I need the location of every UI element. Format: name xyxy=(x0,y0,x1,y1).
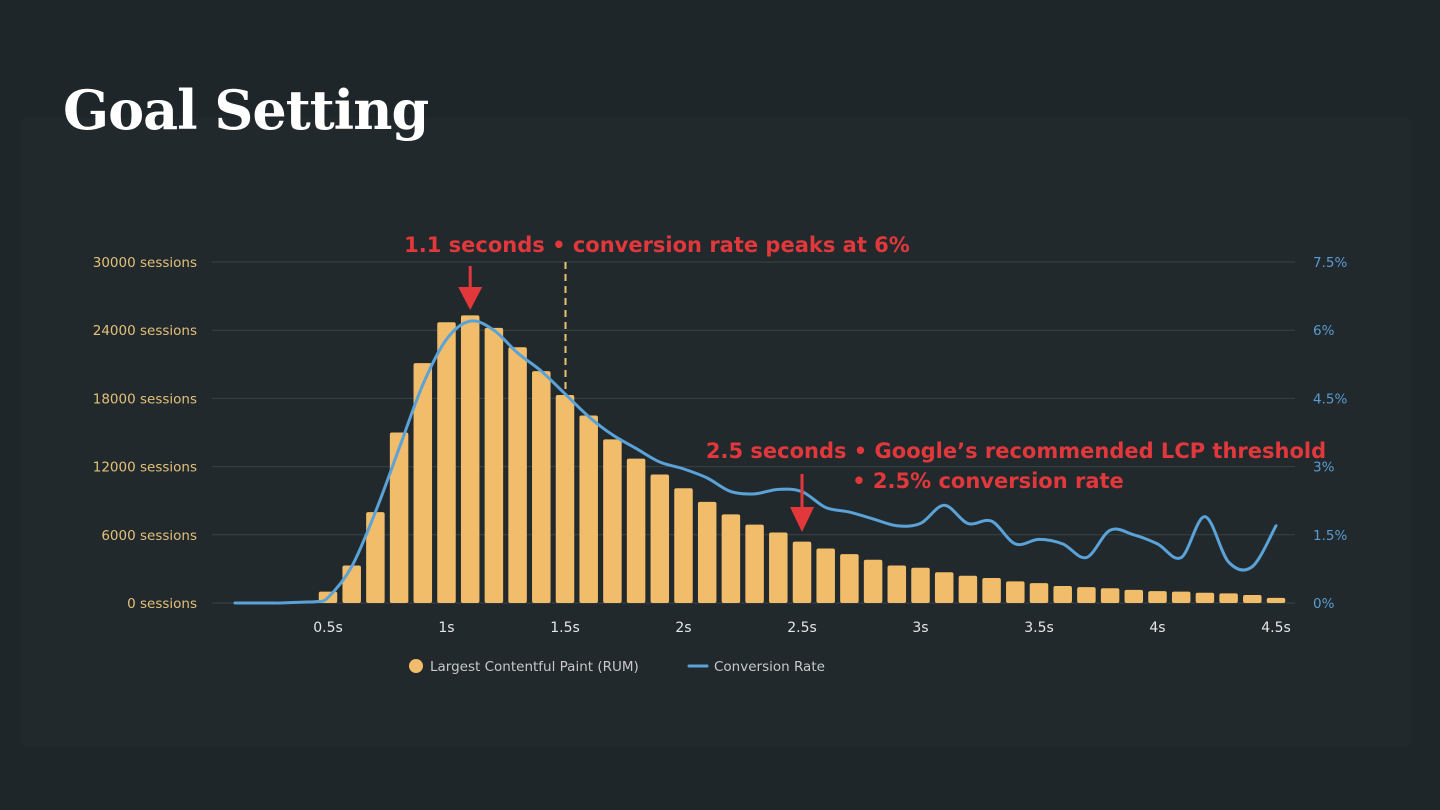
arrow-down-icon xyxy=(458,287,483,310)
conversion-rate-line xyxy=(233,319,1278,605)
bar xyxy=(721,514,741,603)
chart-panel xyxy=(22,118,1410,746)
bar xyxy=(911,567,930,603)
y-tick-label: 12000 sessions xyxy=(93,460,197,476)
bar xyxy=(603,439,622,603)
y-tick-label: 6000 sessions xyxy=(101,528,197,544)
bar xyxy=(769,532,788,603)
page-title: Goal Setting xyxy=(63,78,429,142)
y-axis-left: 0 sessions 6000 sessions 12000 sessions 180… xyxy=(93,255,197,612)
bar xyxy=(745,524,764,603)
bar xyxy=(555,394,575,603)
bar xyxy=(816,548,835,603)
legend: Largest Contentful Paint (RUM) Conversion… xyxy=(409,659,825,675)
bar xyxy=(413,363,433,603)
bar xyxy=(366,512,385,603)
bar xyxy=(342,565,361,603)
bar xyxy=(1219,593,1238,603)
y2-tick-label: 6% xyxy=(1313,323,1335,339)
arrow-down-icon xyxy=(790,507,814,532)
bar xyxy=(460,315,480,603)
bar xyxy=(887,565,907,603)
x-tick-label: 1s xyxy=(438,620,454,636)
legend-circle-icon xyxy=(409,659,423,673)
y2-tick-label: 4.5% xyxy=(1313,391,1347,407)
bar xyxy=(863,559,883,603)
y2-tick-label: 1.5% xyxy=(1313,528,1347,544)
bar xyxy=(697,501,717,603)
bar xyxy=(1053,585,1072,603)
x-tick-label: 3s xyxy=(912,620,928,636)
bar xyxy=(1006,581,1025,603)
x-tick-label: 4s xyxy=(1149,620,1165,636)
x-tick-label: 0.5s xyxy=(313,620,343,636)
bar xyxy=(484,327,504,603)
bar xyxy=(674,488,693,603)
y2-tick-label: 3% xyxy=(1313,460,1335,476)
bar xyxy=(1195,592,1215,603)
bar xyxy=(1148,591,1167,603)
bar xyxy=(626,458,646,603)
bar xyxy=(958,575,978,603)
x-tick-label: 2.5s xyxy=(787,620,817,636)
bar xyxy=(508,347,527,603)
x-tick-label: 1.5s xyxy=(550,620,580,636)
x-tick-label: 4.5s xyxy=(1261,620,1291,636)
bar xyxy=(1266,597,1286,603)
bar xyxy=(982,577,1001,603)
bar xyxy=(1077,587,1096,603)
y-axis-right: 0% 1.5% 3% 4.5% 6% 7.5% xyxy=(1313,255,1347,612)
annotation-threshold: 2.5 seconds • Google’s recommended LCP t… xyxy=(706,439,1326,463)
annotation-peak: 1.1 seconds • conversion rate peaks at 6… xyxy=(404,233,910,257)
x-axis: 0.5s 1s 1.5s 2s 2.5s 3s 3.5s 4s 4.5s xyxy=(313,620,1291,636)
legend-label-conversion: Conversion Rate xyxy=(714,659,825,675)
bar xyxy=(1029,583,1049,603)
bar xyxy=(650,474,670,603)
bar xyxy=(1171,591,1191,603)
annotation-threshold-line2: • 2.5% conversion rate xyxy=(852,469,1124,493)
y2-tick-label: 0% xyxy=(1313,596,1335,612)
bar xyxy=(1100,588,1120,603)
x-tick-label: 3.5s xyxy=(1024,620,1054,636)
y-tick-label: 18000 sessions xyxy=(93,391,197,407)
bars xyxy=(318,315,1286,603)
bar xyxy=(1243,595,1262,603)
bar xyxy=(1124,589,1144,603)
y-tick-label: 30000 sessions xyxy=(93,255,197,271)
bar xyxy=(579,415,598,603)
bar xyxy=(934,572,954,603)
annotations: 1.1 seconds • conversion rate peaks at 6… xyxy=(404,233,1326,532)
bar xyxy=(532,371,551,603)
bar xyxy=(437,322,456,603)
legend-label-lcp: Largest Contentful Paint (RUM) xyxy=(430,659,639,675)
bar xyxy=(840,554,859,603)
x-tick-label: 2s xyxy=(675,620,691,636)
conversion-line-layer xyxy=(233,319,1278,605)
y-tick-label: 24000 sessions xyxy=(93,323,197,339)
y2-tick-label: 7.5% xyxy=(1313,255,1347,271)
bar xyxy=(792,541,812,603)
bar xyxy=(389,432,409,603)
y-tick-label: 0 sessions xyxy=(127,596,197,612)
